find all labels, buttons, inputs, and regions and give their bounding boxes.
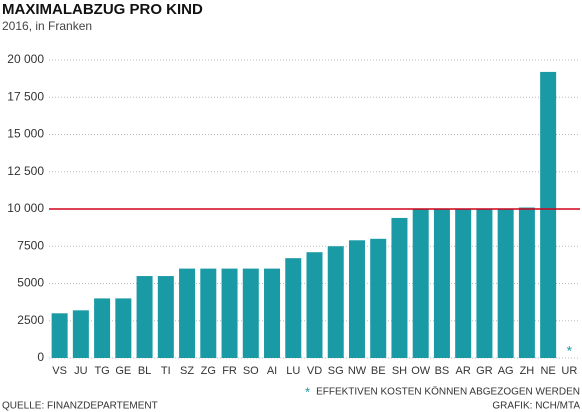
y-tick-label: 15 000 xyxy=(7,127,44,141)
bar xyxy=(242,268,259,358)
bar xyxy=(540,71,557,359)
bar xyxy=(518,207,535,358)
credit: GRAFIK: NCH/MTA xyxy=(492,401,580,412)
x-tick-label: VS xyxy=(52,365,67,377)
x-tick-label: TI xyxy=(161,365,171,377)
x-tick-label: SH xyxy=(392,365,407,377)
x-tick-label: AG xyxy=(498,365,514,377)
y-tick-label: 5000 xyxy=(17,276,44,290)
bar xyxy=(94,298,111,358)
y-tick-label: 20 000 xyxy=(7,52,44,66)
y-tick-label: 10 000 xyxy=(7,201,44,215)
x-tick-label: NE xyxy=(540,365,555,377)
x-tick-label: BL xyxy=(138,365,151,377)
chart-title: MAXIMALABZUG PRO KIND xyxy=(2,1,203,18)
x-tick-label: BE xyxy=(371,365,386,377)
bar xyxy=(200,268,217,358)
bar xyxy=(476,209,493,358)
bar xyxy=(221,268,238,358)
bar xyxy=(412,209,429,358)
x-tick-label: FR xyxy=(222,365,237,377)
x-tick-label: BS xyxy=(435,365,450,377)
y-tick-label: 17 500 xyxy=(7,89,44,103)
bar xyxy=(370,238,387,358)
bar xyxy=(348,240,365,358)
bar xyxy=(306,252,323,358)
x-tick-label: GR xyxy=(476,365,493,377)
bar xyxy=(264,268,281,358)
x-tick-label: SO xyxy=(243,365,259,377)
x-tick-label: JU xyxy=(74,365,88,377)
note-symbol: * xyxy=(305,384,310,399)
chart-subtitle: 2016, in Franken xyxy=(2,19,92,33)
bar xyxy=(115,298,132,358)
y-tick-label: 0 xyxy=(37,350,44,364)
x-tick-label: UR xyxy=(561,365,577,377)
y-tick-label: 7500 xyxy=(17,238,44,252)
x-tick-label: AI xyxy=(267,365,277,377)
y-tick-label: 2500 xyxy=(17,313,44,327)
bar xyxy=(433,209,450,358)
x-tick-label: GE xyxy=(115,365,131,377)
x-tick-label: ZG xyxy=(201,365,216,377)
x-tick-label: ZH xyxy=(520,365,535,377)
bar xyxy=(327,246,344,358)
x-tick-label: SG xyxy=(328,365,344,377)
x-tick-label: OW xyxy=(411,365,431,377)
bar xyxy=(136,276,153,358)
source: QUELLE: FINANZDEPARTEMENT xyxy=(2,401,158,412)
x-tick-label: NW xyxy=(348,365,367,377)
y-tick-label: 12 500 xyxy=(7,164,44,178)
bar xyxy=(179,268,196,358)
x-tick-label: AR xyxy=(456,365,471,377)
bar xyxy=(497,209,514,358)
bar xyxy=(157,276,174,358)
x-tick-label: SZ xyxy=(180,365,194,377)
bar xyxy=(51,313,68,358)
bar xyxy=(72,310,89,358)
bar xyxy=(391,217,408,358)
bar xyxy=(455,209,472,358)
bar xyxy=(285,258,302,358)
note-marker: * xyxy=(567,343,573,359)
x-tick-label: TG xyxy=(94,365,109,377)
x-tick-label: LU xyxy=(286,365,300,377)
x-tick-label: VD xyxy=(307,365,322,377)
note: EFFEKTIVEN KOSTEN KÖNNEN ABGEZOGEN WERDE… xyxy=(316,386,580,398)
